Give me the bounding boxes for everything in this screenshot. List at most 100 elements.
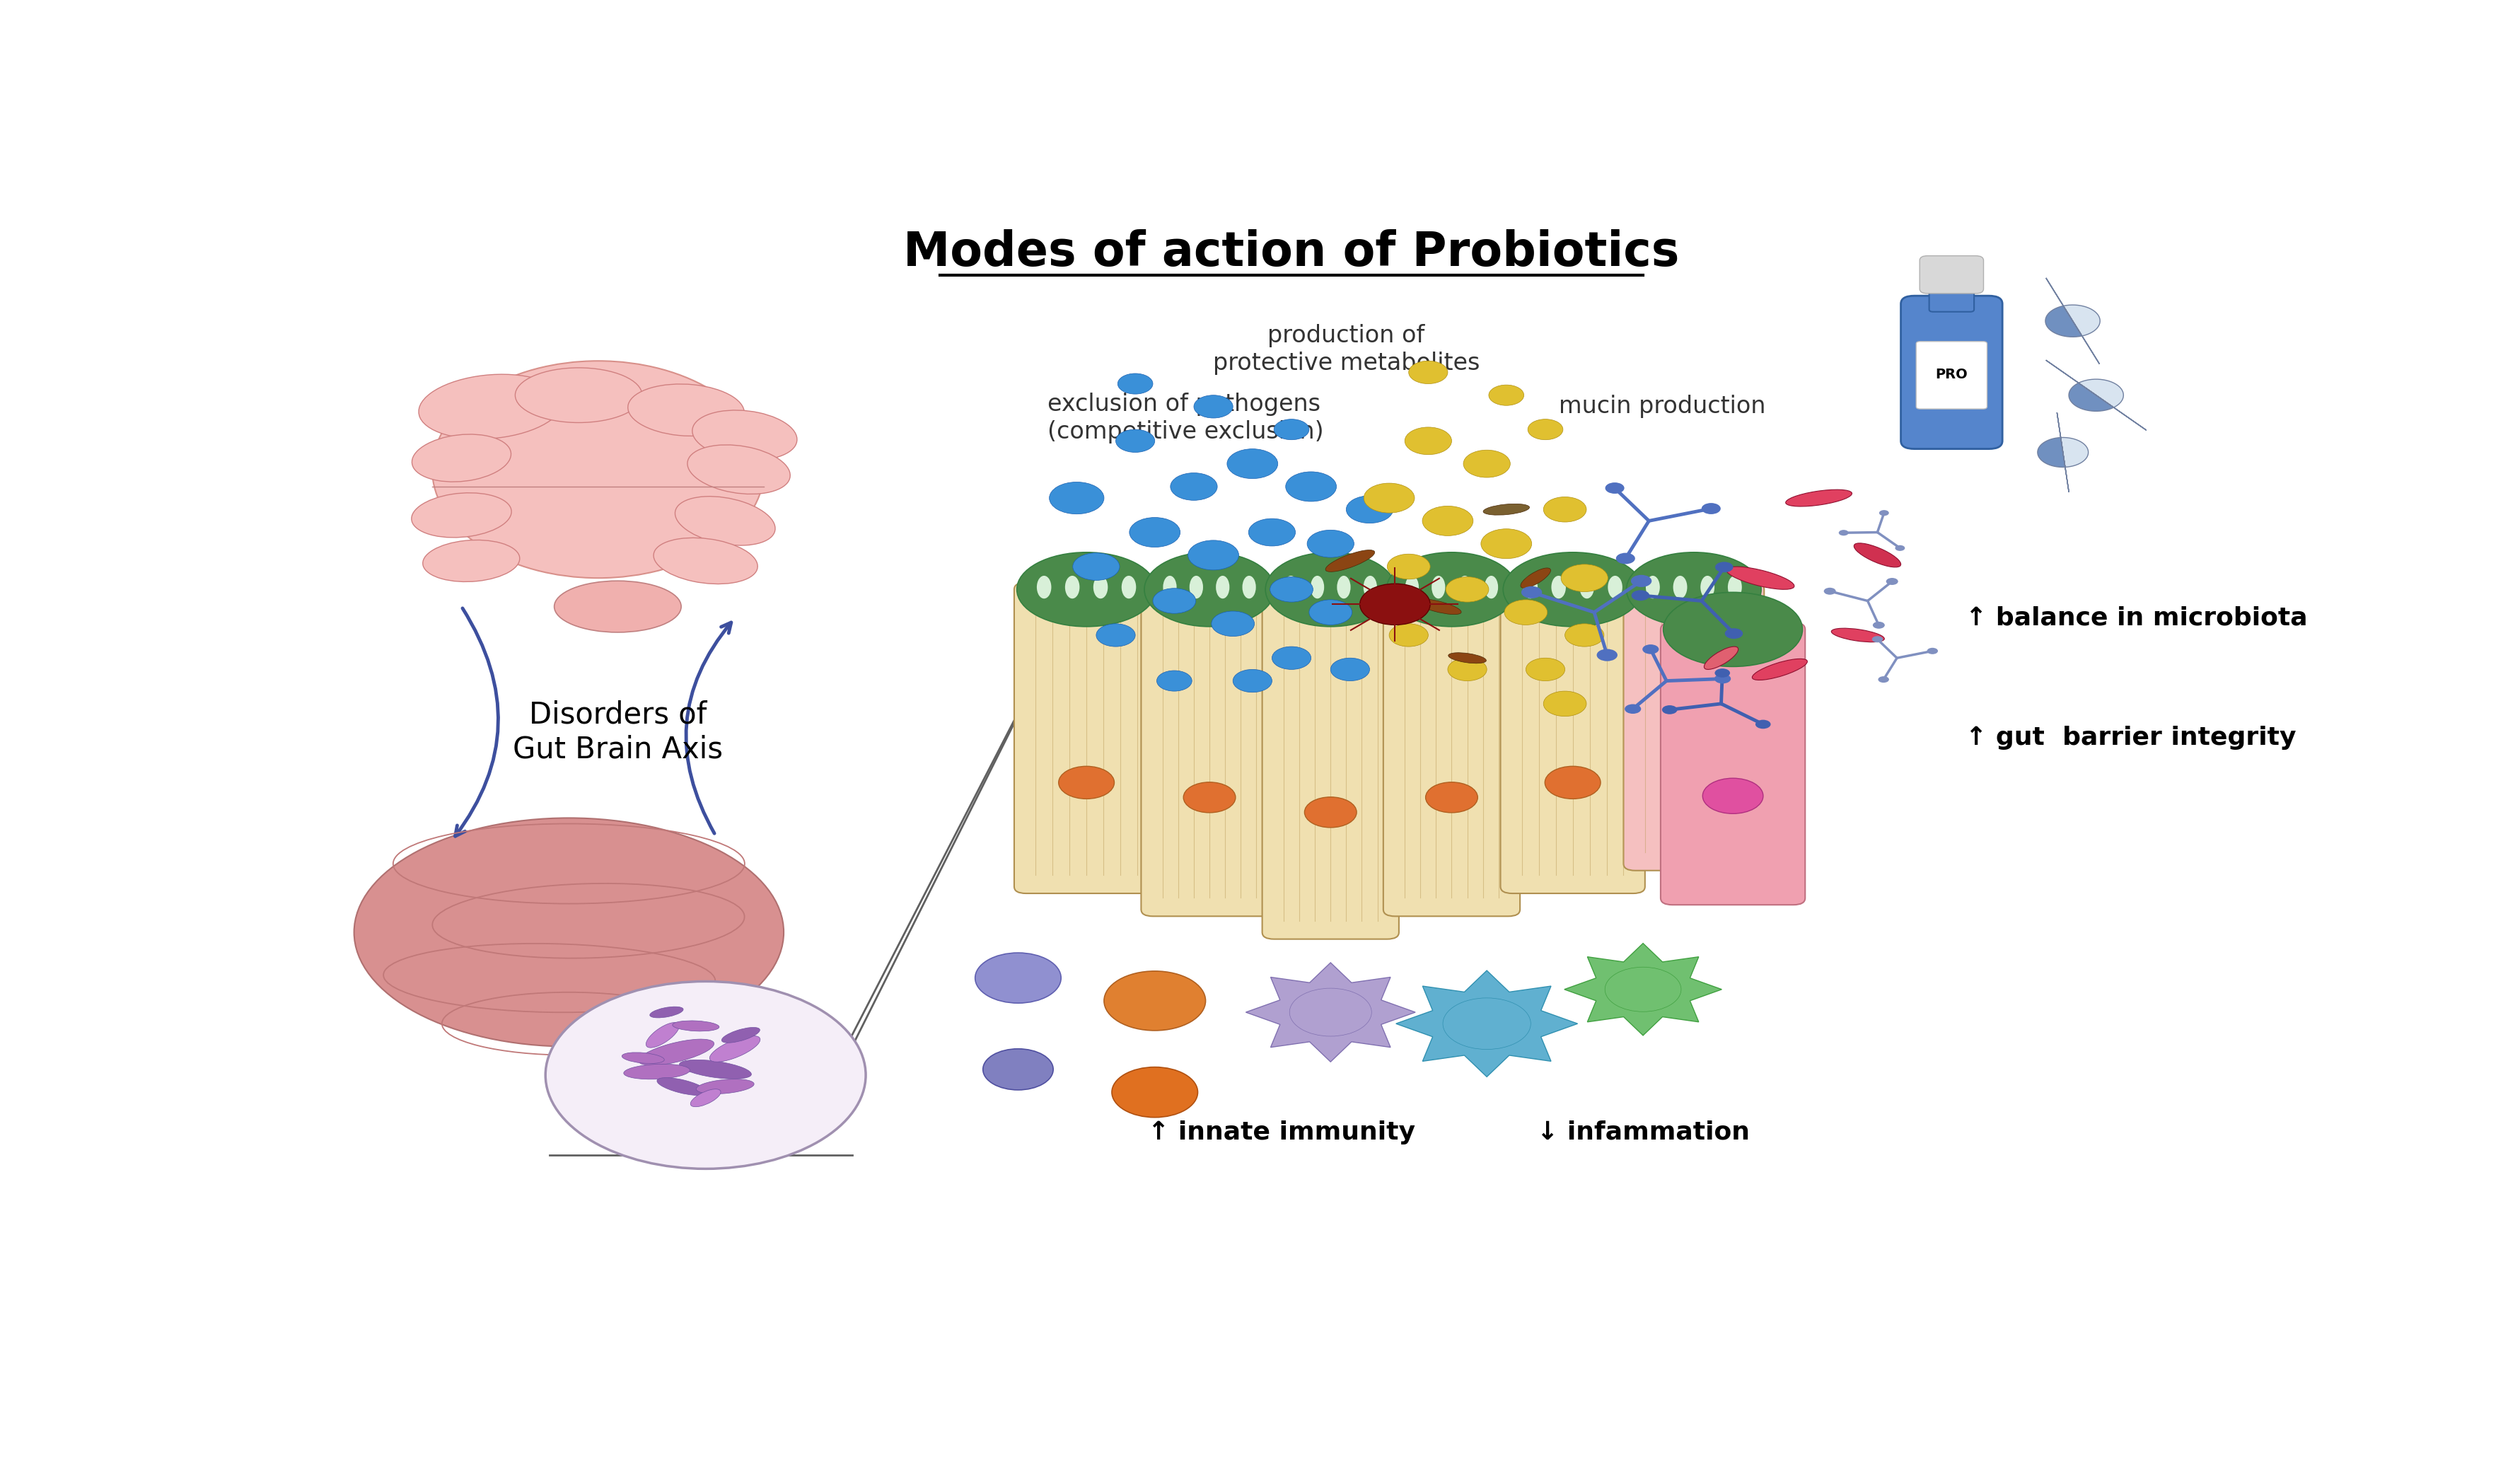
- FancyBboxPatch shape: [1383, 583, 1520, 916]
- Circle shape: [1605, 482, 1625, 494]
- Circle shape: [1482, 528, 1532, 558]
- Polygon shape: [2056, 413, 2089, 493]
- Circle shape: [1928, 649, 1938, 654]
- Ellipse shape: [411, 493, 512, 537]
- Ellipse shape: [1726, 567, 1794, 589]
- Ellipse shape: [1646, 576, 1661, 598]
- FancyBboxPatch shape: [1263, 583, 1399, 939]
- FancyBboxPatch shape: [1623, 583, 1764, 871]
- Circle shape: [1426, 782, 1477, 813]
- Ellipse shape: [1406, 576, 1419, 598]
- Ellipse shape: [622, 1052, 665, 1064]
- Ellipse shape: [1520, 568, 1550, 588]
- Ellipse shape: [1663, 592, 1802, 666]
- Text: Modes of action of Probiotics: Modes of action of Probiotics: [905, 229, 1678, 276]
- Circle shape: [1840, 530, 1850, 536]
- Polygon shape: [2046, 278, 2099, 364]
- Text: ↑ balance in microbiota: ↑ balance in microbiota: [1966, 605, 2308, 631]
- Ellipse shape: [353, 818, 784, 1046]
- Circle shape: [1157, 671, 1192, 692]
- FancyBboxPatch shape: [1900, 295, 2003, 448]
- Circle shape: [1275, 418, 1308, 439]
- Ellipse shape: [638, 1039, 713, 1066]
- Ellipse shape: [1459, 576, 1472, 598]
- Circle shape: [1714, 674, 1731, 684]
- Ellipse shape: [1164, 576, 1177, 598]
- Circle shape: [1560, 564, 1608, 592]
- Ellipse shape: [1701, 576, 1714, 598]
- Circle shape: [1361, 583, 1431, 625]
- FancyBboxPatch shape: [1013, 583, 1159, 893]
- Circle shape: [1290, 988, 1371, 1036]
- Circle shape: [1542, 692, 1588, 717]
- Ellipse shape: [721, 1027, 761, 1043]
- Ellipse shape: [1832, 628, 1885, 643]
- Circle shape: [1895, 545, 1905, 551]
- Circle shape: [1714, 668, 1731, 678]
- Ellipse shape: [1310, 576, 1323, 598]
- Ellipse shape: [650, 1006, 683, 1018]
- Circle shape: [1421, 506, 1474, 536]
- Circle shape: [1273, 647, 1310, 669]
- Ellipse shape: [711, 1036, 761, 1063]
- Circle shape: [1227, 448, 1278, 479]
- Circle shape: [1605, 968, 1681, 1012]
- Circle shape: [1542, 497, 1588, 522]
- Circle shape: [1074, 554, 1119, 580]
- Circle shape: [1446, 577, 1489, 603]
- Circle shape: [1527, 418, 1562, 439]
- Ellipse shape: [1787, 490, 1852, 506]
- Ellipse shape: [1326, 551, 1376, 571]
- Circle shape: [1247, 518, 1295, 546]
- Ellipse shape: [1704, 647, 1739, 669]
- Circle shape: [1104, 971, 1205, 1030]
- Circle shape: [1058, 766, 1114, 798]
- Ellipse shape: [645, 1022, 680, 1048]
- Ellipse shape: [688, 445, 791, 494]
- Ellipse shape: [1522, 576, 1537, 598]
- Circle shape: [1119, 374, 1152, 395]
- Ellipse shape: [1729, 576, 1741, 598]
- Circle shape: [983, 1049, 1053, 1089]
- Circle shape: [1666, 752, 1721, 784]
- Text: ↑ gut  barrier integrity: ↑ gut barrier integrity: [1966, 726, 2296, 749]
- Circle shape: [1630, 574, 1651, 588]
- Circle shape: [1885, 577, 1898, 585]
- Ellipse shape: [433, 361, 764, 577]
- Ellipse shape: [658, 1077, 708, 1095]
- FancyBboxPatch shape: [1142, 583, 1278, 916]
- Ellipse shape: [1608, 576, 1623, 598]
- Circle shape: [1630, 591, 1651, 601]
- Polygon shape: [1245, 963, 1416, 1063]
- Ellipse shape: [1502, 552, 1643, 626]
- Text: mucin production: mucin production: [1560, 395, 1767, 418]
- Ellipse shape: [1363, 576, 1376, 598]
- Circle shape: [1305, 797, 1356, 828]
- Ellipse shape: [1189, 576, 1202, 598]
- Ellipse shape: [627, 384, 743, 436]
- Ellipse shape: [1414, 598, 1462, 614]
- Circle shape: [1724, 628, 1744, 638]
- Circle shape: [1270, 577, 1313, 603]
- Circle shape: [1625, 703, 1641, 714]
- Polygon shape: [2039, 413, 2069, 493]
- Ellipse shape: [1449, 653, 1487, 663]
- Ellipse shape: [1673, 576, 1688, 598]
- Ellipse shape: [1338, 576, 1351, 598]
- Circle shape: [1116, 429, 1154, 453]
- Text: ↑ innate immunity: ↑ innate immunity: [1149, 1120, 1416, 1144]
- Circle shape: [1872, 637, 1882, 643]
- Circle shape: [1701, 503, 1721, 513]
- Ellipse shape: [514, 368, 643, 423]
- Ellipse shape: [1036, 576, 1051, 598]
- Circle shape: [1527, 657, 1565, 681]
- Circle shape: [1643, 644, 1658, 654]
- Circle shape: [1716, 562, 1734, 573]
- Circle shape: [1598, 649, 1618, 662]
- Circle shape: [1824, 588, 1837, 595]
- Circle shape: [1446, 657, 1487, 681]
- Text: ↓ infammation: ↓ infammation: [1537, 1120, 1749, 1144]
- Ellipse shape: [1265, 552, 1396, 626]
- Ellipse shape: [423, 540, 519, 582]
- Circle shape: [1187, 540, 1240, 570]
